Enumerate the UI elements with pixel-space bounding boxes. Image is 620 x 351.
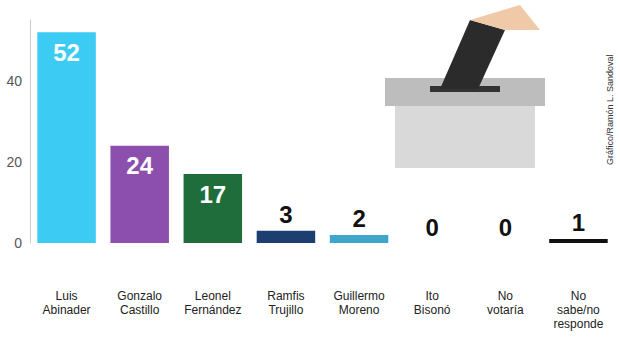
- svg-text:Ito: Ito: [426, 289, 440, 303]
- svg-text:responde: responde: [553, 317, 603, 331]
- svg-text:No: No: [571, 289, 587, 303]
- svg-text:Gráfico/Ramón L. Sandoval: Gráfico/Ramón L. Sandoval: [605, 54, 615, 165]
- svg-text:Fernández: Fernández: [184, 303, 241, 317]
- svg-text:Abinader: Abinader: [43, 303, 91, 317]
- svg-text:Moreno: Moreno: [339, 303, 380, 317]
- svg-text:52: 52: [53, 39, 80, 66]
- svg-text:No: No: [498, 289, 514, 303]
- svg-text:17: 17: [199, 181, 226, 208]
- svg-text:3: 3: [279, 201, 292, 228]
- svg-text:Bisonó: Bisonó: [414, 303, 451, 317]
- svg-text:Gonzalo: Gonzalo: [117, 289, 162, 303]
- svg-text:1: 1: [572, 209, 585, 236]
- svg-text:Ramfis: Ramfis: [267, 289, 304, 303]
- svg-text:Castillo: Castillo: [120, 303, 160, 317]
- svg-text:Luis: Luis: [56, 289, 78, 303]
- svg-text:Trujillo: Trujillo: [268, 303, 303, 317]
- svg-text:40: 40: [6, 73, 22, 89]
- svg-text:24: 24: [126, 152, 153, 179]
- svg-text:Guillermo: Guillermo: [333, 289, 385, 303]
- svg-text:sabe/no: sabe/no: [557, 303, 600, 317]
- svg-text:20: 20: [6, 154, 22, 170]
- svg-text:0: 0: [14, 235, 22, 251]
- svg-text:0: 0: [499, 214, 512, 241]
- svg-text:Leonel: Leonel: [195, 289, 231, 303]
- svg-text:votaría: votaría: [487, 303, 524, 317]
- svg-text:2: 2: [352, 205, 365, 232]
- svg-text:0: 0: [426, 214, 439, 241]
